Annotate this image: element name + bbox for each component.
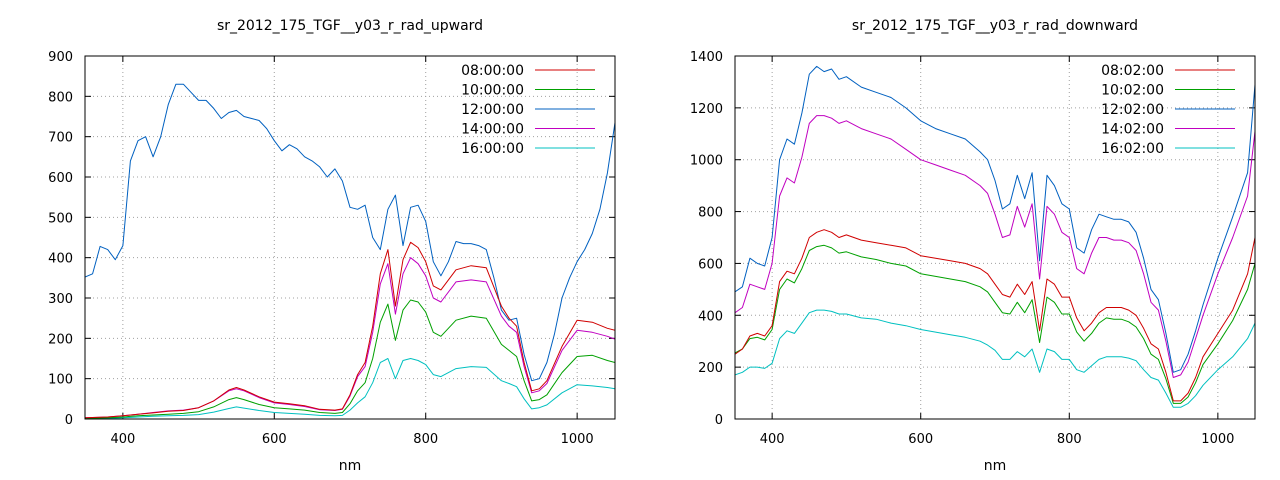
y-tick-label: 1400 [690, 50, 723, 65]
chart-upward: sr_2012_175_TGF__y03_r_rad_upward 0 100 200… [48, 18, 616, 474]
plot-frame [734, 55, 1256, 420]
series-line-120200 [735, 65, 1255, 373]
legend-label: 16:02:00 [1101, 141, 1164, 157]
legend-label: 14:02:00 [1101, 122, 1164, 138]
chart-title: sr_2012_175_TGF__y03_r_rad_upward [217, 18, 483, 34]
y-tick-label: 400 [698, 309, 723, 324]
legend-label: 08:02:00 [1101, 63, 1164, 79]
series-group [85, 83, 615, 419]
y-tick-label: 200 [698, 361, 723, 376]
series-line-080200 [735, 229, 1255, 402]
legend-label: 12:02:00 [1101, 102, 1164, 118]
y-tick-label: 200 [48, 332, 73, 347]
y-tick-label: 700 [48, 131, 73, 146]
x-axis-label: nm [984, 458, 1007, 474]
x-tick-label: 600 [262, 432, 287, 447]
legend-label: 14:00:00 [461, 122, 524, 138]
chart-title: sr_2012_175_TGF__y03_r_rad_downward [852, 18, 1138, 34]
x-tick-label: 800 [1057, 432, 1082, 447]
y-tick-label: 600 [698, 257, 723, 272]
y-tick-label: 0 [65, 413, 73, 428]
x-tick-label: 1000 [561, 432, 594, 447]
x-tick-label: 400 [110, 432, 135, 447]
series-line-100200 [735, 244, 1255, 404]
plot-frame [84, 55, 616, 420]
x-tick-label: 600 [908, 432, 933, 447]
y-tick-label: 600 [48, 171, 73, 186]
legend-label: 10:02:00 [1101, 83, 1164, 99]
y-tick-label: 400 [48, 252, 73, 267]
legend-label: 16:00:00 [461, 141, 524, 157]
y-tick-label: 1000 [690, 154, 723, 169]
y-tick-label: 1200 [690, 102, 723, 117]
x-axis-label: nm [339, 458, 362, 474]
y-tick-label: 500 [48, 211, 73, 226]
x-tick-label: 1000 [1201, 432, 1234, 447]
y-tick-label: 100 [48, 373, 73, 388]
x-tick-label: 400 [760, 432, 785, 447]
series-line-120000 [85, 83, 615, 382]
x-tick-label: 800 [413, 432, 438, 447]
legend-label: 12:00:00 [461, 102, 524, 118]
y-tick-label: 800 [48, 90, 73, 105]
y-tick-label: 900 [48, 50, 73, 65]
y-tick-label: 300 [48, 292, 73, 307]
series-line-160000 [85, 358, 615, 419]
series-group [735, 65, 1255, 408]
series-line-080000 [85, 241, 615, 419]
chart-downward: sr_2012_175_TGF__y03_r_rad_downward 0 200 4… [690, 18, 1256, 474]
series-line-100000 [85, 299, 615, 419]
series-line-160200 [735, 309, 1255, 408]
legend-label: 10:00:00 [461, 83, 524, 99]
series-line-140200 [735, 115, 1255, 378]
legend-label: 08:00:00 [461, 63, 524, 79]
y-tick-label: 0 [715, 413, 723, 428]
y-tick-label: 800 [698, 206, 723, 221]
